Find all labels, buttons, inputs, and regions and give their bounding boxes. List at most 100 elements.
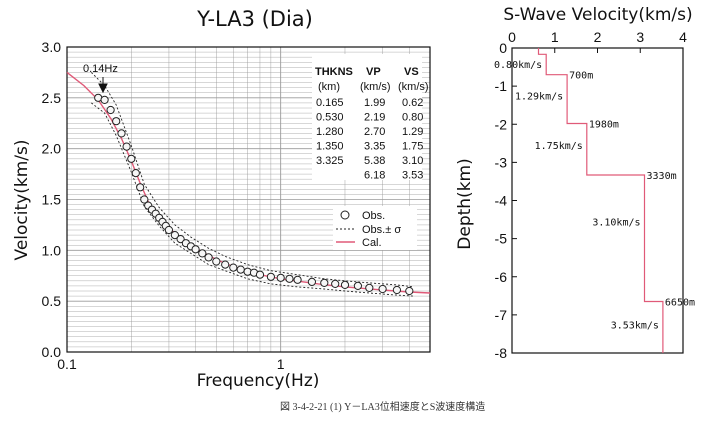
observed-point <box>140 195 149 204</box>
dispersion-chart: Y-LA3 (Dia) 0.0 0.5 1.0 1.5 2.0 2.5 3.0 0.1 1 Ve… <box>12 7 431 391</box>
observed-point <box>170 231 179 240</box>
observed-point <box>136 183 145 192</box>
layer-velocity-label: 3.53km/s <box>611 320 659 331</box>
legend: Obs. Obs.± σ Cal. <box>333 206 417 250</box>
observed-point <box>131 169 140 178</box>
table-cell: 1.29 <box>402 126 423 138</box>
observed-point <box>353 281 362 290</box>
table-cell: 3.35 <box>364 141 385 153</box>
legend-obs-marker <box>340 210 350 220</box>
table-cell: 3.325 <box>316 155 344 167</box>
x-tick-label: 0.1 <box>57 356 77 372</box>
table-cell: 0.530 <box>316 112 344 124</box>
observed-point <box>293 275 302 284</box>
table-header-thkns: THKNS <box>315 66 353 78</box>
obs-sigma-band <box>90 72 414 297</box>
velocity-tick-label: 2 <box>594 29 602 45</box>
layer-table: THKNS (km) VP (km/s) VS (km/s) 0.165 1.99… <box>312 54 429 182</box>
velocity-profile-chart: S-Wave Velocity(km/s) 0 1 2 3 4 0 -1 -2 -3 -4 -5 -6… <box>455 5 695 361</box>
depth-tick-label: -3 <box>495 154 508 170</box>
layer-depth-label: 1980m <box>589 119 619 130</box>
table-header-vp-unit: (km/s) <box>360 81 391 93</box>
table-cell: 1.350 <box>316 141 344 153</box>
observed-point <box>276 273 285 282</box>
dispersion-plot-frame <box>66 46 431 353</box>
profile-ylabel: Depth(km) <box>455 158 475 249</box>
y-tick-label: 1.0 <box>42 242 62 258</box>
legend-cal-label: Cal. <box>362 237 382 249</box>
table-cell: 1.99 <box>364 97 385 109</box>
table-cell: 3.10 <box>402 155 423 167</box>
y-tick-label: 2.5 <box>42 90 62 106</box>
x-tick-label: 1 <box>277 356 285 372</box>
table-cell: 1.280 <box>316 126 344 138</box>
table-cell: 5.38 <box>364 155 385 167</box>
layer-depth-label: 700m <box>569 71 593 82</box>
observed-point <box>176 235 185 244</box>
figure-caption: 図 3-4-2-21 (1) Y－LA3位相速度とS波速度構造 <box>280 400 485 413</box>
depth-tick-label: -8 <box>495 345 508 361</box>
observed-point <box>285 274 294 283</box>
y-tick-label: 2.0 <box>42 141 62 157</box>
table-cell: 3.53 <box>402 170 423 182</box>
profile-title: S-Wave Velocity(km/s) <box>503 5 692 25</box>
observed-point <box>340 280 350 289</box>
observed-point <box>392 285 401 295</box>
legend-obs-label: Obs. <box>362 210 385 222</box>
velocity-tick-label: 0 <box>508 29 516 45</box>
table-header-vs-unit: (km/s) <box>398 81 429 93</box>
profile-ticks: 0 1 2 3 4 0 -1 -2 -3 -4 -5 -6 -7 -8 <box>495 29 688 361</box>
profile-labels: 0.80km/s 1.29km/s 1.75km/s 3.10km/s 3.53km/s… <box>494 60 695 331</box>
table-cell: 0.165 <box>316 97 344 109</box>
table-cell: 0.80 <box>402 112 423 124</box>
frequency-annotation: 0.14Hz <box>83 63 118 75</box>
table-cell: 2.70 <box>364 126 385 138</box>
depth-tick-label: -2 <box>495 116 508 132</box>
velocity-tick-label: 1 <box>551 29 559 45</box>
dispersion-title: Y-LA3 (Dia) <box>196 7 313 31</box>
sigma-upper-line <box>90 72 414 288</box>
y-tick-label: 0.5 <box>42 293 62 309</box>
velocity-tick-label: 3 <box>636 29 644 45</box>
observed-point <box>198 249 207 258</box>
depth-tick-label: 0 <box>499 40 507 56</box>
layer-velocity-label: 3.10km/s <box>592 217 640 228</box>
observed-point <box>127 154 136 163</box>
y-tick-label: 3.0 <box>42 39 62 55</box>
observed-point <box>365 283 374 292</box>
observed-point <box>122 142 131 151</box>
observed-point <box>100 95 109 105</box>
depth-tick-label: -5 <box>495 231 508 247</box>
layer-velocity-label: 1.75km/s <box>535 141 583 152</box>
y-tick-label: 1.5 <box>42 192 62 208</box>
observed-point <box>255 270 265 279</box>
table-header-thkns-unit: (km) <box>318 81 340 93</box>
layer-depth-label: 3330m <box>647 171 677 182</box>
observed-point <box>320 278 329 287</box>
observed-point <box>191 245 200 254</box>
table-header-vp: VP <box>366 66 381 78</box>
layer-velocity-label: 0.80km/s <box>494 60 542 71</box>
observed-point <box>307 277 316 286</box>
observed-point <box>212 257 221 266</box>
observed-points <box>94 93 414 296</box>
table-cell: 6.18 <box>364 170 385 182</box>
layer-table-background <box>312 54 422 180</box>
depth-tick-label: -4 <box>495 193 508 209</box>
observed-point <box>221 260 230 269</box>
observed-point <box>204 253 213 262</box>
annotation-arrow-icon <box>98 77 108 94</box>
layer-depth-label: 6650m <box>665 298 695 309</box>
sigma-lower-line <box>91 102 414 297</box>
table-cell: 2.19 <box>364 112 385 124</box>
layer-velocity-label: 1.29km/s <box>515 92 563 103</box>
layer-table-rows: 0.165 1.99 0.62 0.530 2.19 0.80 1.280 2.70 1.29 1… <box>316 97 423 182</box>
observed-point <box>117 129 126 138</box>
velocity-tick-label: 4 <box>679 29 687 45</box>
y-tick-label: 0.0 <box>42 344 62 360</box>
observed-point <box>266 272 275 281</box>
observed-point <box>106 105 115 115</box>
legend-sigma-label: Obs.± σ <box>362 224 401 236</box>
observed-point <box>331 279 340 288</box>
